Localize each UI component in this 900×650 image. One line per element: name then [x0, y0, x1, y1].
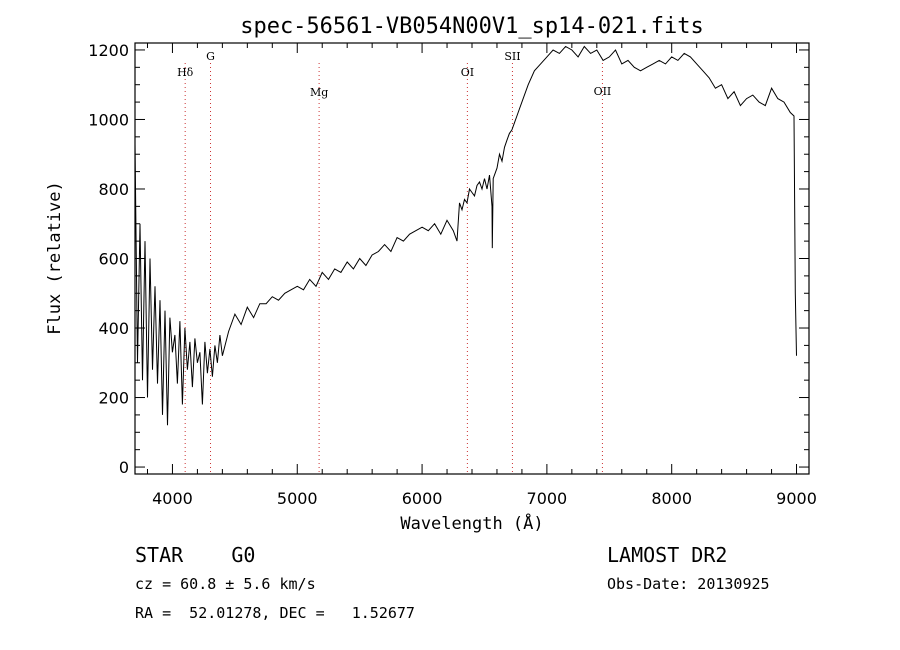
y-tick-label-3: 600 — [98, 250, 129, 269]
y-tick-label-4: 800 — [98, 180, 129, 199]
x-tick-label-0: 4000 — [152, 489, 193, 508]
object-class: STAR G0 — [135, 543, 256, 567]
y-tick-label-1: 200 — [98, 389, 129, 408]
y-axis-label: Flux (relative) — [45, 181, 65, 335]
x-tick-label-3: 7000 — [527, 489, 568, 508]
redshift-text: cz = 60.8 ± 5.6 km/s — [135, 575, 316, 593]
coordinates-text: RA = 52.01278, DEC = 1.52677 — [135, 604, 415, 622]
x-axis-label: Wavelength (Å) — [400, 512, 543, 534]
line-label-1: G — [206, 50, 215, 63]
line-label-0: Hδ — [177, 66, 194, 79]
line-label-3: OI — [461, 66, 474, 79]
y-tick-label-5: 1000 — [88, 110, 129, 129]
obs-date-text: Obs-Date: 20130925 — [607, 575, 770, 593]
line-label-5: OII — [594, 85, 612, 98]
y-tick-label-6: 1200 — [88, 41, 129, 60]
y-tick-label-0: 0 — [119, 458, 129, 477]
line-label-4: SII — [504, 50, 520, 63]
axis-ticks: 4000 5000 6000 7000 8000 9000 0 200 400 600 800 100… — [88, 41, 817, 508]
spectral-line-markers: Hδ G Mg OI SII OII — [177, 50, 611, 474]
x-tick-label-1: 5000 — [277, 489, 318, 508]
y-tick-label-2: 400 — [98, 319, 129, 338]
survey-label: LAMOST DR2 — [607, 543, 728, 567]
x-tick-label-2: 6000 — [402, 489, 443, 508]
spectrum-line — [134, 45, 797, 426]
plot-frame — [134, 42, 810, 475]
line-label-2: Mg — [310, 86, 328, 99]
x-tick-label-5: 9000 — [776, 489, 817, 508]
chart-title: spec-56561-VB054N00V1_sp14-021.fits — [240, 14, 704, 39]
x-tick-label-4: 8000 — [651, 489, 692, 508]
